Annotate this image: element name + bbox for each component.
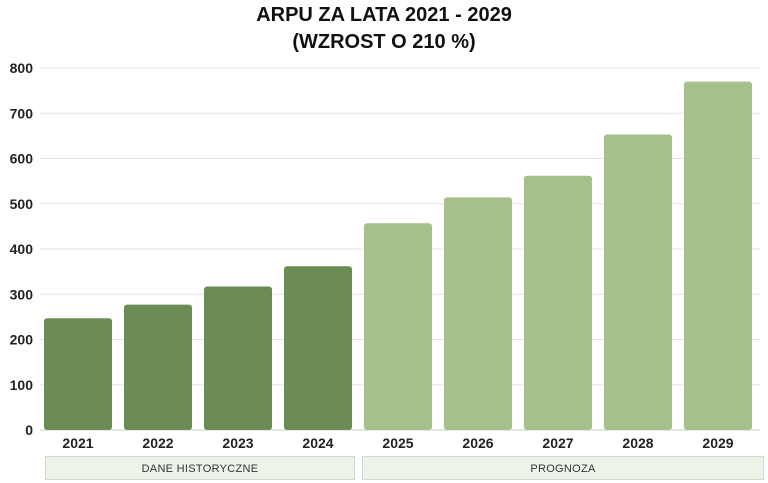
- y-tick-label: 500: [10, 196, 34, 212]
- bar-2023: [204, 286, 272, 430]
- y-tick-label: 400: [10, 241, 34, 257]
- x-tick-label: 2026: [462, 435, 493, 451]
- x-tick-label: 2028: [622, 435, 653, 451]
- bar-2022: [124, 304, 192, 430]
- x-tick-label: 2024: [302, 435, 333, 451]
- bar-2026: [444, 197, 512, 430]
- chart-title: ARPU ZA LATA 2021 - 2029: [256, 4, 512, 26]
- y-tick-label: 700: [10, 105, 34, 121]
- group-label-forecast: PROGNOZA: [362, 456, 764, 480]
- y-tick-label: 100: [10, 377, 34, 393]
- x-tick-label: 2021: [62, 435, 93, 451]
- y-tick-label: 600: [10, 151, 34, 167]
- x-tick-label: 2027: [542, 435, 573, 451]
- group-label-historical: DANE HISTORYCZNE: [45, 456, 355, 480]
- x-tick-label: 2029: [702, 435, 733, 451]
- x-tick-label: 2023: [222, 435, 253, 451]
- x-tick-label: 2025: [382, 435, 413, 451]
- chart-subtitle: (WZROST O 210 %): [292, 31, 476, 53]
- y-tick-label: 800: [10, 60, 34, 76]
- bar-2028: [604, 134, 672, 430]
- bar-2025: [364, 223, 432, 430]
- y-tick-label: 200: [10, 332, 34, 348]
- x-tick-label: 2022: [142, 435, 173, 451]
- bar-2029: [684, 81, 752, 430]
- bar-2027: [524, 175, 592, 430]
- bar-2024: [284, 266, 352, 430]
- y-tick-label: 0: [25, 422, 33, 438]
- bar-2021: [44, 318, 112, 430]
- y-tick-label: 300: [10, 286, 34, 302]
